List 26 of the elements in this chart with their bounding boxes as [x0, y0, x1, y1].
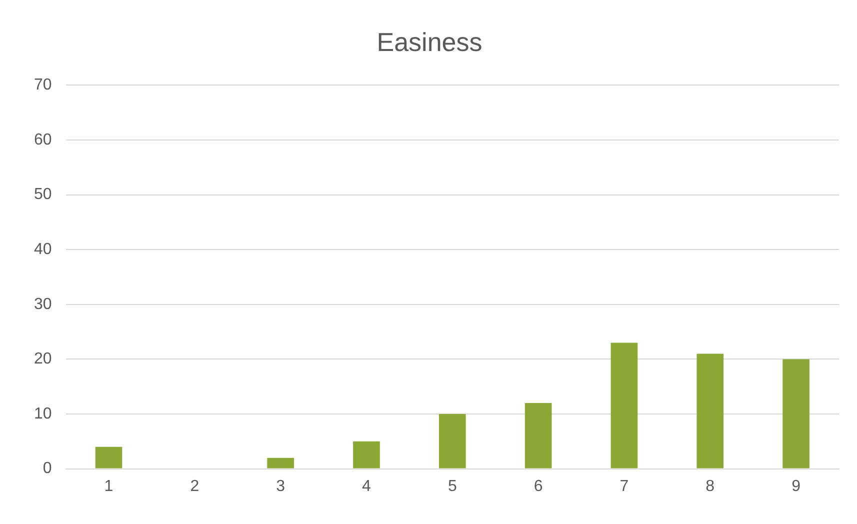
y-tick-label: 20 [34, 350, 52, 368]
y-tick-label: 60 [34, 131, 52, 148]
y-tick-label: 50 [34, 186, 52, 204]
y-tick-label: 10 [34, 405, 52, 422]
x-tick-label: 4 [362, 478, 372, 495]
x-tick-label: 1 [104, 478, 114, 495]
x-tick-label: 9 [792, 478, 801, 495]
x-tick-label: 7 [620, 478, 629, 495]
y-tick-label: 70 [34, 76, 52, 94]
x-tick-label: 3 [276, 478, 286, 495]
bar [782, 359, 810, 468]
chart-title: Easiness [376, 26, 482, 57]
y-tick-label: 0 [42, 460, 52, 478]
bar [353, 441, 380, 468]
y-tick-label: 40 [34, 241, 52, 258]
y-tick-label: 30 [34, 296, 52, 313]
bar [267, 458, 294, 468]
bar [610, 342, 638, 468]
bar [524, 403, 552, 468]
bar [95, 446, 122, 468]
bar [438, 414, 466, 468]
x-tick-label: 8 [706, 478, 715, 495]
x-tick-label: 6 [534, 478, 543, 495]
bar [696, 354, 724, 468]
x-tick-label: 5 [448, 478, 457, 495]
x-tick-label: 2 [190, 478, 200, 495]
